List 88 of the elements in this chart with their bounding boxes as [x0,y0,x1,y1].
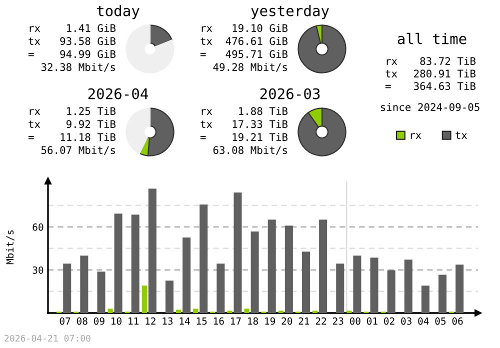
x-tick-label: 11 [128,318,139,325]
x-tick-label: 08 [76,317,88,325]
legend-label: tx [456,132,468,139]
bar [370,258,378,313]
text: = 495.71 GiB [200,50,288,58]
bar [250,232,259,313]
chart-title: today [96,4,140,20]
x-tick-label: 20 [282,317,292,325]
bar [404,260,412,313]
text: tx 93.58 GiB [28,36,116,46]
x-tick-label: 04 [418,317,429,325]
donut-slice [298,108,346,156]
x-tick-label: 23 [332,317,344,325]
donut-slice [298,24,346,74]
bar [148,188,156,313]
bar [182,238,191,313]
text: rx 19.10 GiB [202,24,288,32]
bar [336,264,344,313]
x-tick-label: 17 [231,318,241,325]
legend-label: rx [410,133,422,139]
text: = 19.21 TiB [200,132,288,142]
x-tick-label: 05 [435,317,446,325]
bar [165,280,174,313]
x-tick-label: 16 [214,317,224,325]
bar [284,226,293,313]
x-tick-label: 14 [180,318,190,325]
text: tx 280.91 TiB [386,69,476,78]
text: 49.28 Mbit/s [213,62,287,72]
text: = 11.18 TiB [28,132,116,142]
x-tick-label: 18 [248,317,258,325]
y-tick-label: 30 [32,266,44,274]
donut-slice [126,24,174,74]
text: rx 1.25 TiB [30,106,116,116]
y-tick-label: 60 [32,223,44,231]
x-tick-label: 00 [350,317,360,325]
bar [456,264,464,313]
text: all time [398,32,466,44]
bar [97,272,106,313]
bar [353,256,362,313]
text: since 2024-09-05 [380,102,480,112]
bar [319,220,328,313]
x-tick-label: 07 [60,317,70,325]
donut-slice [126,108,151,154]
text: 56.07 Mbit/s [41,146,115,155]
x-tick-label: 22 [316,317,326,325]
bar [193,308,198,313]
chart-title: yesterday [251,4,329,20]
chart-title: 2026-04 [88,88,148,100]
x-tick-label: 03 [401,317,412,325]
text: 32.38 Mbit/s [41,62,115,72]
x-tick-label: 21 [298,317,310,325]
text: rx 1.41 GiB [30,24,116,32]
text: rx 1.88 TiB [202,106,288,116]
x-tick-label: 10 [112,317,122,325]
chart-title: 2026-03 [260,88,320,100]
y-axis-title: Mbit/s [6,230,14,264]
bar [438,274,447,313]
bar [63,264,72,313]
text: tx 476.61 GiB [200,36,288,46]
bar [387,270,396,313]
text: rx 83.72 TiB [386,56,476,66]
text: = 364.63 TiB [385,82,476,90]
text: 2026-04-21 07:00 [4,334,90,342]
text: = 94.99 GiB [28,50,116,58]
bar [108,308,113,313]
bar [216,264,225,313]
x-tick-label: 01 [366,317,378,325]
x-tick-label: 19 [265,317,276,325]
x-tick-label: 15 [196,318,207,325]
bar [234,192,242,313]
bar [131,214,140,313]
x-tick-label: 12 [146,317,156,325]
x-tick-label: 06 [452,317,463,325]
bar [268,220,276,313]
bar [302,252,310,313]
bar [244,308,250,313]
bar [80,256,88,313]
bar [200,204,208,313]
x-tick-label: 02 [384,317,394,325]
x-tick-label: 09 [94,317,104,325]
text: 63.08 Mbit/s [213,146,287,155]
bar [176,310,182,313]
text: tx 17.33 TiB [200,120,288,128]
x-tick-label: 13 [162,317,173,325]
bar [421,286,430,313]
bar [142,286,147,313]
text: tx 9.92 TiB [28,120,116,128]
bar [114,214,122,313]
